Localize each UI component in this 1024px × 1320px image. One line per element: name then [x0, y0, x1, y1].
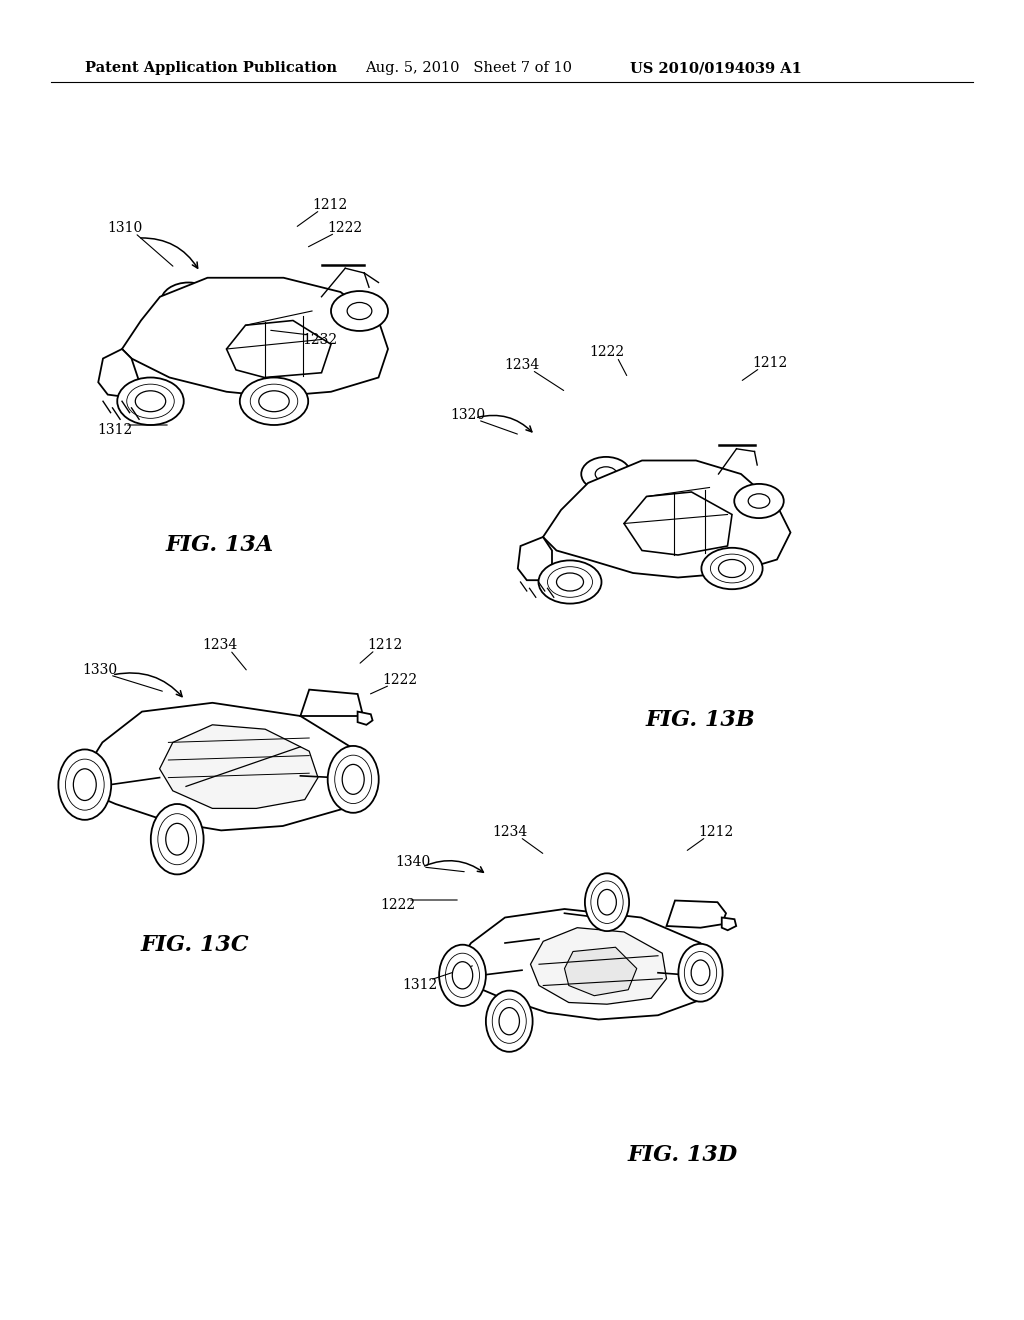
Ellipse shape	[166, 824, 188, 855]
Ellipse shape	[66, 759, 104, 810]
Text: FIG. 13A: FIG. 13A	[166, 535, 274, 556]
Ellipse shape	[342, 764, 365, 795]
Ellipse shape	[176, 293, 201, 310]
Polygon shape	[667, 900, 726, 928]
Ellipse shape	[240, 378, 308, 425]
Ellipse shape	[749, 494, 770, 508]
Text: 1232: 1232	[302, 333, 338, 347]
Ellipse shape	[439, 945, 485, 1006]
Ellipse shape	[539, 561, 601, 603]
Ellipse shape	[74, 768, 96, 800]
Text: 1310: 1310	[108, 220, 142, 235]
Text: FIG. 13B: FIG. 13B	[645, 709, 755, 731]
Polygon shape	[530, 928, 667, 1005]
Ellipse shape	[328, 746, 379, 813]
Text: 1234: 1234	[203, 638, 238, 652]
Ellipse shape	[548, 566, 593, 597]
Text: Patent Application Publication: Patent Application Publication	[85, 61, 337, 75]
Ellipse shape	[582, 457, 631, 491]
Text: 1312: 1312	[402, 978, 437, 993]
Ellipse shape	[598, 890, 616, 915]
Polygon shape	[300, 689, 362, 715]
Ellipse shape	[135, 391, 166, 412]
Ellipse shape	[250, 384, 298, 418]
Ellipse shape	[556, 573, 584, 591]
Polygon shape	[160, 725, 318, 808]
Ellipse shape	[493, 999, 526, 1043]
Ellipse shape	[734, 484, 783, 519]
Text: 1212: 1212	[368, 638, 402, 652]
Text: Aug. 5, 2010   Sheet 7 of 10: Aug. 5, 2010 Sheet 7 of 10	[365, 61, 572, 75]
Text: 1212: 1212	[753, 356, 787, 370]
Ellipse shape	[691, 960, 710, 986]
Ellipse shape	[161, 282, 216, 321]
Ellipse shape	[151, 804, 204, 874]
Polygon shape	[357, 711, 373, 725]
Ellipse shape	[127, 384, 174, 418]
Ellipse shape	[347, 302, 372, 319]
Polygon shape	[81, 702, 367, 830]
Text: 1212: 1212	[698, 825, 733, 840]
Text: FIG. 13C: FIG. 13C	[140, 935, 249, 956]
Text: FIG. 13D: FIG. 13D	[628, 1144, 738, 1166]
Text: 1222: 1222	[590, 345, 625, 359]
Ellipse shape	[499, 1007, 519, 1035]
Ellipse shape	[158, 813, 197, 865]
Polygon shape	[454, 909, 718, 1019]
Polygon shape	[122, 277, 388, 396]
Polygon shape	[226, 321, 331, 378]
Text: 1340: 1340	[395, 855, 431, 869]
Ellipse shape	[118, 378, 183, 425]
Ellipse shape	[585, 874, 629, 931]
Text: 1312: 1312	[97, 422, 133, 437]
Ellipse shape	[711, 554, 754, 583]
Text: 1222: 1222	[328, 220, 362, 235]
Polygon shape	[543, 461, 791, 578]
Ellipse shape	[445, 953, 479, 998]
Ellipse shape	[259, 391, 289, 412]
Ellipse shape	[453, 962, 473, 989]
Ellipse shape	[335, 755, 372, 804]
Text: 1320: 1320	[451, 408, 485, 422]
Ellipse shape	[485, 990, 532, 1052]
Polygon shape	[624, 492, 732, 554]
Polygon shape	[722, 917, 736, 931]
Text: 1234: 1234	[505, 358, 540, 372]
Ellipse shape	[58, 750, 112, 820]
Text: 1234: 1234	[493, 825, 527, 840]
Polygon shape	[564, 948, 637, 995]
Ellipse shape	[595, 467, 616, 482]
Ellipse shape	[331, 290, 388, 331]
Ellipse shape	[719, 560, 745, 578]
Text: 1222: 1222	[382, 673, 418, 686]
Text: 1212: 1212	[312, 198, 347, 213]
Ellipse shape	[591, 880, 624, 924]
Text: US 2010/0194039 A1: US 2010/0194039 A1	[630, 61, 802, 75]
Polygon shape	[98, 348, 141, 396]
Ellipse shape	[678, 944, 723, 1002]
Ellipse shape	[684, 952, 717, 994]
Text: 1222: 1222	[381, 898, 416, 912]
Ellipse shape	[701, 548, 763, 589]
Polygon shape	[518, 537, 552, 581]
Text: 1330: 1330	[83, 663, 118, 677]
